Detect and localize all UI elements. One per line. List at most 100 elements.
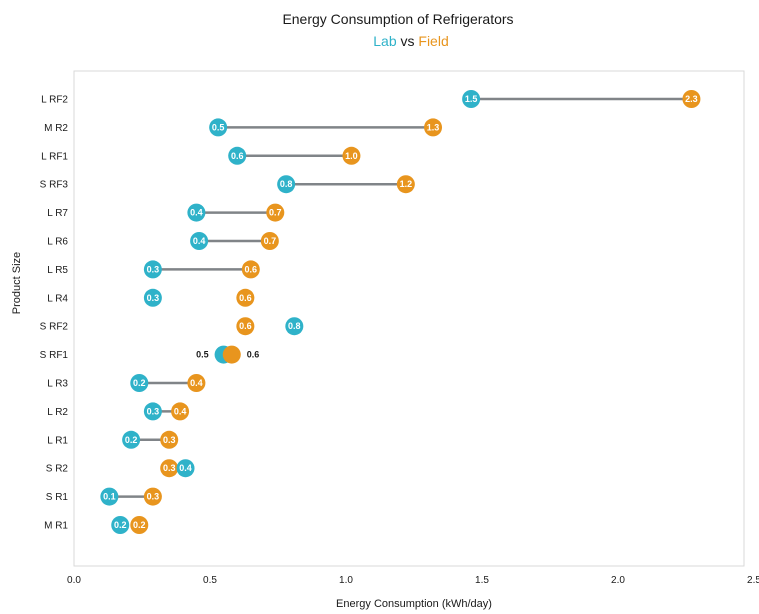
y-tick-label: L RF1	[41, 151, 68, 162]
field-point	[130, 516, 149, 534]
chart-title: Energy Consumption of Refrigerators	[282, 11, 513, 27]
plot-area-frame	[73, 70, 745, 567]
field-data-label: 2.3	[685, 94, 698, 104]
row-l-r4: L R4 0.3 0.6	[47, 288, 255, 307]
field-point	[222, 345, 241, 364]
y-tick-label: M R1	[44, 521, 68, 532]
y-tick-label: M R2	[44, 123, 68, 134]
field-data-label: 0.6	[239, 321, 252, 331]
x-axis-title: Energy Consumption (kWh/day)	[336, 598, 492, 610]
lab-data-label: 1.5	[465, 94, 478, 104]
subtitle-field: Field	[418, 33, 448, 49]
field-data-label: 0.4	[174, 406, 187, 416]
row-s-rf2: S RF2 0.6 0.8	[40, 317, 304, 336]
lab-data-label: 0.6	[231, 151, 244, 161]
y-tick-label: L R2	[47, 407, 68, 418]
field-data-label: 0.3	[163, 463, 176, 473]
field-point	[143, 487, 162, 506]
lab-point	[209, 118, 228, 137]
y-axis-title: Product Size	[11, 252, 23, 314]
lab-data-label: 0.4	[190, 208, 203, 218]
field-data-label: 1.2	[400, 179, 413, 189]
field-data-label: 0.3	[163, 435, 176, 445]
lab-data-label: 0.5	[212, 122, 225, 132]
lab-data-label: 0.3	[147, 293, 160, 303]
field-point	[236, 317, 255, 336]
x-axis-ticks: 0.0 0.5 1.0 1.5 2.0 2.5	[67, 575, 759, 586]
field-data-label: 0.7	[269, 208, 282, 218]
row-l-rf2: L RF2 1.5 2.3	[41, 90, 701, 108]
y-tick-label: S RF3	[40, 180, 69, 191]
y-tick-label: L R1	[47, 435, 68, 446]
row-l-r3: L R3 0.2 0.4	[47, 374, 206, 392]
row-m-r2: M R2 0.5 1.3	[44, 118, 443, 137]
field-point	[396, 175, 415, 194]
field-point	[160, 459, 179, 478]
rows-layer: L RF2 1.5 2.3 M R2 0.5 1.3 L RF1 0.6 1.0 S RF3 0.8…	[40, 90, 701, 534]
field-point	[236, 288, 255, 307]
y-tick-label: S R2	[46, 464, 69, 475]
field-point	[171, 402, 190, 421]
field-data-label: 0.2	[133, 520, 146, 530]
lab-point	[190, 232, 209, 250]
chart-subtitle: Lab vs Field	[373, 33, 449, 49]
lab-data-label: 0.1	[103, 492, 116, 502]
row-s-r1: S R1 0.1 0.3	[46, 487, 162, 506]
row-s-r2: S R2 0.3 0.4	[46, 459, 195, 478]
lab-data-label: 0.4	[179, 463, 192, 473]
lab-data-label: 0.8	[288, 321, 301, 331]
row-l-r6: L R6 0.4 0.7	[47, 232, 279, 250]
field-point	[187, 374, 206, 392]
row-s-rf3: S RF3 0.8 1.2	[40, 175, 415, 194]
data-label: 0.6	[247, 350, 260, 360]
y-tick-label: S R1	[46, 492, 69, 503]
lab-point	[111, 516, 130, 534]
subtitle-vs: vs	[397, 33, 419, 49]
field-point	[682, 90, 701, 108]
lab-data-label: 0.2	[125, 435, 138, 445]
lab-data-label: 0.3	[147, 264, 160, 274]
field-data-label: 0.7	[264, 236, 277, 246]
lab-point	[143, 288, 162, 307]
lab-data-label: 0.4	[193, 236, 206, 246]
row-l-rf1: L RF1 0.6 1.0	[41, 146, 361, 165]
y-tick-label: L R5	[47, 265, 68, 276]
field-point	[342, 146, 361, 165]
row-l-r1: L R1 0.2 0.3	[47, 430, 179, 449]
y-tick-label: S RF2	[40, 322, 69, 333]
data-label: 0.5	[196, 350, 209, 360]
field-point	[424, 118, 443, 137]
lab-point	[143, 260, 162, 279]
y-tick-label: L RF2	[41, 95, 68, 106]
lab-point	[277, 175, 296, 194]
y-tick-label: S RF1	[40, 350, 69, 361]
field-point	[160, 430, 179, 449]
lab-data-label: 0.8	[280, 179, 293, 189]
row-l-r2: L R2 0.3 0.4	[47, 402, 190, 421]
y-tick-label: L R7	[47, 208, 68, 219]
row-m-r1: M R1 0.2 0.2	[44, 516, 149, 534]
field-data-label: 0.6	[245, 264, 258, 274]
field-data-label: 1.3	[427, 122, 440, 132]
subtitle-lab: Lab	[373, 33, 397, 49]
row-l-r5: L R5 0.3 0.6	[47, 260, 260, 279]
lab-data-label: 0.3	[147, 406, 160, 416]
x-tick-label: 2.0	[611, 575, 625, 586]
x-tick-label: 2.5	[747, 575, 759, 586]
lab-point	[122, 430, 141, 449]
lab-point	[462, 90, 481, 108]
field-point	[266, 203, 285, 222]
x-tick-label: 1.5	[475, 575, 489, 586]
field-point	[260, 232, 279, 250]
lab-point	[176, 459, 195, 478]
row-s-rf1: S RF1 0.5 0.6	[40, 345, 260, 364]
field-data-label: 1.0	[345, 151, 358, 161]
y-tick-label: L R4	[47, 293, 68, 304]
field-data-label: 0.4	[190, 378, 203, 388]
lab-point	[100, 487, 119, 506]
field-data-label: 0.3	[147, 492, 160, 502]
y-tick-label: L R3	[47, 379, 68, 390]
x-tick-label: 0.0	[67, 575, 81, 586]
